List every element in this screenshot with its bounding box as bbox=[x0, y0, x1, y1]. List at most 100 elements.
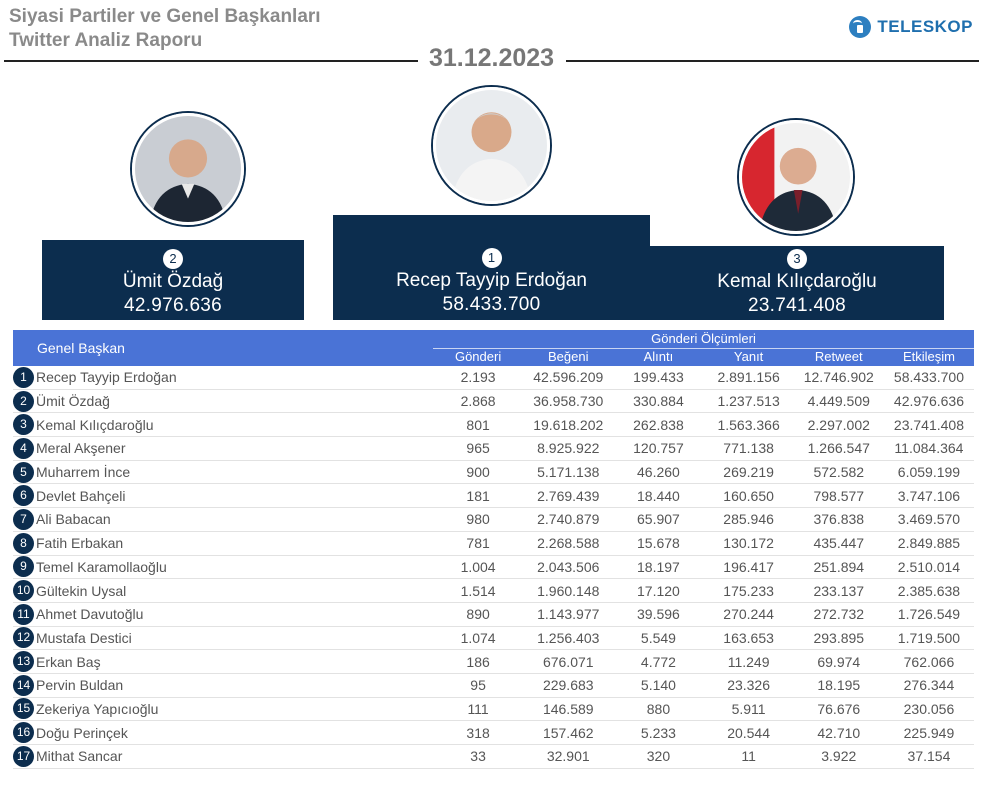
cell-retweet: 798.577 bbox=[813, 487, 865, 504]
divider-left bbox=[4, 60, 418, 62]
cell-alinti: 17.120 bbox=[637, 582, 680, 599]
report-date: 31.12.2023 bbox=[428, 44, 555, 72]
podium-name: Kemal Kılıçdaroğlu bbox=[717, 271, 877, 292]
leader-name: Meral Akşener bbox=[36, 440, 126, 457]
cell-alinti: 880 bbox=[646, 700, 671, 717]
cell-begeni: 676.071 bbox=[542, 653, 594, 670]
leader-name: Recep Tayyip Erdoğan bbox=[36, 369, 177, 386]
cell-yanit: 5.911 bbox=[731, 700, 766, 717]
cell-begeni: 2.043.506 bbox=[537, 558, 600, 575]
rank-badge: 16 bbox=[13, 722, 34, 744]
cell-begeni: 8.925.922 bbox=[537, 440, 600, 457]
leader-name: Erkan Baş bbox=[36, 653, 101, 670]
avatar-rank-2 bbox=[132, 113, 244, 225]
table-header: Genel Başkan Gönderi Ölçümleri Gönderi B… bbox=[13, 330, 974, 366]
cell-alinti: 65.907 bbox=[637, 511, 680, 528]
table-row: 14 Pervin Buldan 95 229.683 5.140 23.326 18.19… bbox=[13, 674, 974, 698]
cell-yanit: 130.172 bbox=[723, 535, 774, 552]
table-body: 1 Recep Tayyip Erdoğan 2.193 42.596.209 199.… bbox=[13, 366, 974, 769]
cell-retweet: 376.838 bbox=[813, 511, 865, 528]
cell-retweet: 42.710 bbox=[817, 724, 861, 741]
podium-rank-3: 3 Kemal Kılıçdaroğlu 23.741.408 bbox=[650, 246, 944, 320]
teleskop-logo-icon bbox=[849, 16, 872, 38]
rank-badge: 2 bbox=[13, 390, 34, 412]
header-retweet: Retweet bbox=[814, 349, 863, 364]
cell-begeni: 1.143.977 bbox=[537, 606, 600, 623]
leader-name: Fatih Erbakan bbox=[36, 535, 124, 552]
cell-etkilesim: 58.433.700 bbox=[893, 369, 964, 386]
rank-badge: 15 bbox=[13, 698, 34, 720]
podium-rank-2: 2 Ümit Özdağ 42.976.636 bbox=[42, 240, 304, 320]
cell-retweet: 293.895 bbox=[813, 629, 865, 646]
cell-etkilesim: 23.741.408 bbox=[893, 416, 964, 433]
rank-badge: 11 bbox=[13, 603, 34, 625]
cell-alinti: 46.260 bbox=[637, 464, 680, 481]
table-row: 15 Zekeriya Yapıcıoğlu 111 146.589 880 5.911 7… bbox=[13, 698, 974, 722]
table-row: 12 Mustafa Destici 1.074 1.256.403 5.549 163.… bbox=[13, 627, 974, 651]
rank-badge: 1 bbox=[13, 366, 34, 388]
cell-yanit: 20.544 bbox=[727, 724, 771, 741]
leader-name: Ahmet Davutoğlu bbox=[36, 606, 144, 623]
cell-begeni: 1.960.148 bbox=[537, 582, 600, 599]
cell-etkilesim: 42.976.636 bbox=[893, 393, 964, 410]
cell-gonderi: 1.004 bbox=[460, 558, 496, 575]
cell-yanit: 1.563.366 bbox=[717, 416, 780, 433]
leader-name: Muharrem İnce bbox=[36, 464, 131, 481]
table-row: 5 Muharrem İnce 900 5.171.138 46.260 269.219 5… bbox=[13, 461, 974, 485]
leader-name: Zekeriya Yapıcıoğlu bbox=[36, 700, 159, 717]
cell-retweet: 12.746.902 bbox=[803, 369, 874, 386]
cell-gonderi: 980 bbox=[466, 511, 490, 528]
table-row: 2 Ümit Özdağ 2.868 36.958.730 330.884 1.237.5… bbox=[13, 390, 974, 414]
cell-etkilesim: 1.719.500 bbox=[897, 629, 961, 646]
cell-etkilesim: 37.154 bbox=[907, 748, 951, 765]
rank-badge: 17 bbox=[13, 745, 34, 767]
cell-gonderi: 1.074 bbox=[460, 629, 496, 646]
teleskop-logo: TELESKOP bbox=[849, 16, 973, 38]
cell-alinti: 39.596 bbox=[637, 606, 680, 623]
podium-value: 23.741.408 bbox=[747, 295, 847, 316]
cell-retweet: 18.195 bbox=[817, 677, 861, 694]
cell-begeni: 19.618.202 bbox=[533, 416, 604, 433]
leader-name: Mustafa Destici bbox=[36, 629, 132, 646]
report-title: Siyasi Partiler ve Genel Başkanları bbox=[9, 6, 321, 27]
cell-alinti: 5.549 bbox=[640, 629, 676, 646]
cell-alinti: 4.772 bbox=[640, 653, 676, 670]
cell-gonderi: 781 bbox=[466, 535, 490, 552]
cell-begeni: 36.958.730 bbox=[533, 393, 604, 410]
leaders-table: Genel Başkan Gönderi Ölçümleri Gönderi B… bbox=[13, 330, 974, 769]
leader-name: Pervin Buldan bbox=[36, 677, 124, 694]
cell-retweet: 1.266.547 bbox=[807, 440, 870, 457]
cell-retweet: 4.449.509 bbox=[807, 393, 870, 410]
rank-badge: 3 bbox=[787, 249, 807, 269]
header-leader: Genel Başkan bbox=[37, 340, 125, 356]
person-photo-icon bbox=[436, 90, 547, 201]
cell-yanit: 270.244 bbox=[723, 606, 774, 623]
cell-retweet: 251.894 bbox=[813, 558, 865, 575]
podium-rank-1: 1 Recep Tayyip Erdoğan 58.433.700 bbox=[333, 215, 650, 320]
cell-alinti: 18.440 bbox=[637, 487, 680, 504]
rank-badge: 6 bbox=[13, 485, 34, 507]
cell-etkilesim: 1.726.549 bbox=[897, 606, 961, 623]
cell-begeni: 157.462 bbox=[542, 724, 594, 741]
leader-name: Ümit Özdağ bbox=[36, 393, 110, 410]
table-row: 16 Doğu Perinçek 318 157.462 5.233 20.544 42.7… bbox=[13, 721, 974, 745]
cell-etkilesim: 6.059.199 bbox=[897, 464, 961, 481]
podium-name: Recep Tayyip Erdoğan bbox=[396, 270, 587, 291]
rank-badge: 9 bbox=[13, 556, 34, 578]
cell-alinti: 199.433 bbox=[633, 369, 684, 386]
cell-gonderi: 33 bbox=[470, 748, 486, 765]
header-yanit: Yanıt bbox=[733, 349, 764, 364]
table-row: 10 Gültekin Uysal 1.514 1.960.148 17.120 175.… bbox=[13, 579, 974, 603]
cell-begeni: 42.596.209 bbox=[533, 369, 604, 386]
cell-yanit: 23.326 bbox=[727, 677, 771, 694]
cell-alinti: 5.140 bbox=[640, 677, 676, 694]
cell-yanit: 269.219 bbox=[723, 464, 774, 481]
cell-etkilesim: 225.949 bbox=[903, 724, 955, 741]
cell-yanit: 160.650 bbox=[723, 487, 774, 504]
table-row: 13 Erkan Baş 186 676.071 4.772 11.249 69.974 76… bbox=[13, 650, 974, 674]
cell-retweet: 2.297.002 bbox=[807, 416, 870, 433]
header-group: Gönderi Ölçümleri bbox=[651, 331, 756, 346]
header-alinti: Alıntı bbox=[643, 349, 674, 364]
cell-alinti: 262.838 bbox=[633, 416, 684, 433]
cell-yanit: 11.249 bbox=[727, 653, 770, 670]
